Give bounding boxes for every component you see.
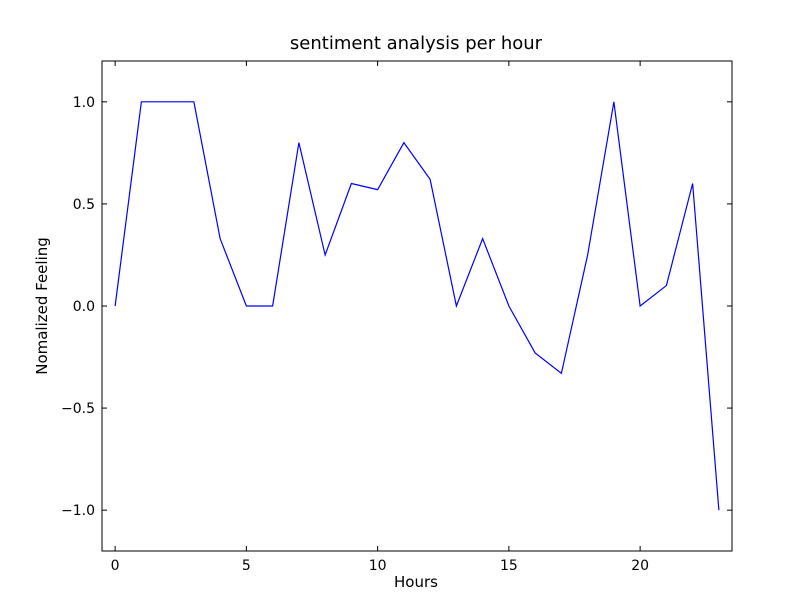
y-tick-label: 0.0 xyxy=(73,299,95,315)
y-tick-label: 1.0 xyxy=(73,95,95,111)
chart-title: sentiment analysis per hour xyxy=(290,33,543,54)
y-axis-label: Nomalized Feeling xyxy=(33,237,51,375)
series-line-0 xyxy=(114,101,720,511)
y-tick-label: 0.5 xyxy=(73,197,95,213)
x-tick-label: 5 xyxy=(242,558,251,574)
x-axis-label: Hours xyxy=(394,573,438,591)
plot-area xyxy=(114,101,720,511)
x-tick-label: 0 xyxy=(111,558,120,574)
y-axis: 1.0 0.5 0.0 −0.5 −1.0 xyxy=(61,95,732,519)
x-axis: 0 5 10 15 20 xyxy=(111,61,649,574)
y-tick-label: −0.5 xyxy=(61,401,95,417)
x-tick-label: 10 xyxy=(369,558,387,574)
x-tick-label: 20 xyxy=(631,558,649,574)
x-tick-label: 15 xyxy=(500,558,518,574)
y-tick-label: −1.0 xyxy=(61,503,95,519)
